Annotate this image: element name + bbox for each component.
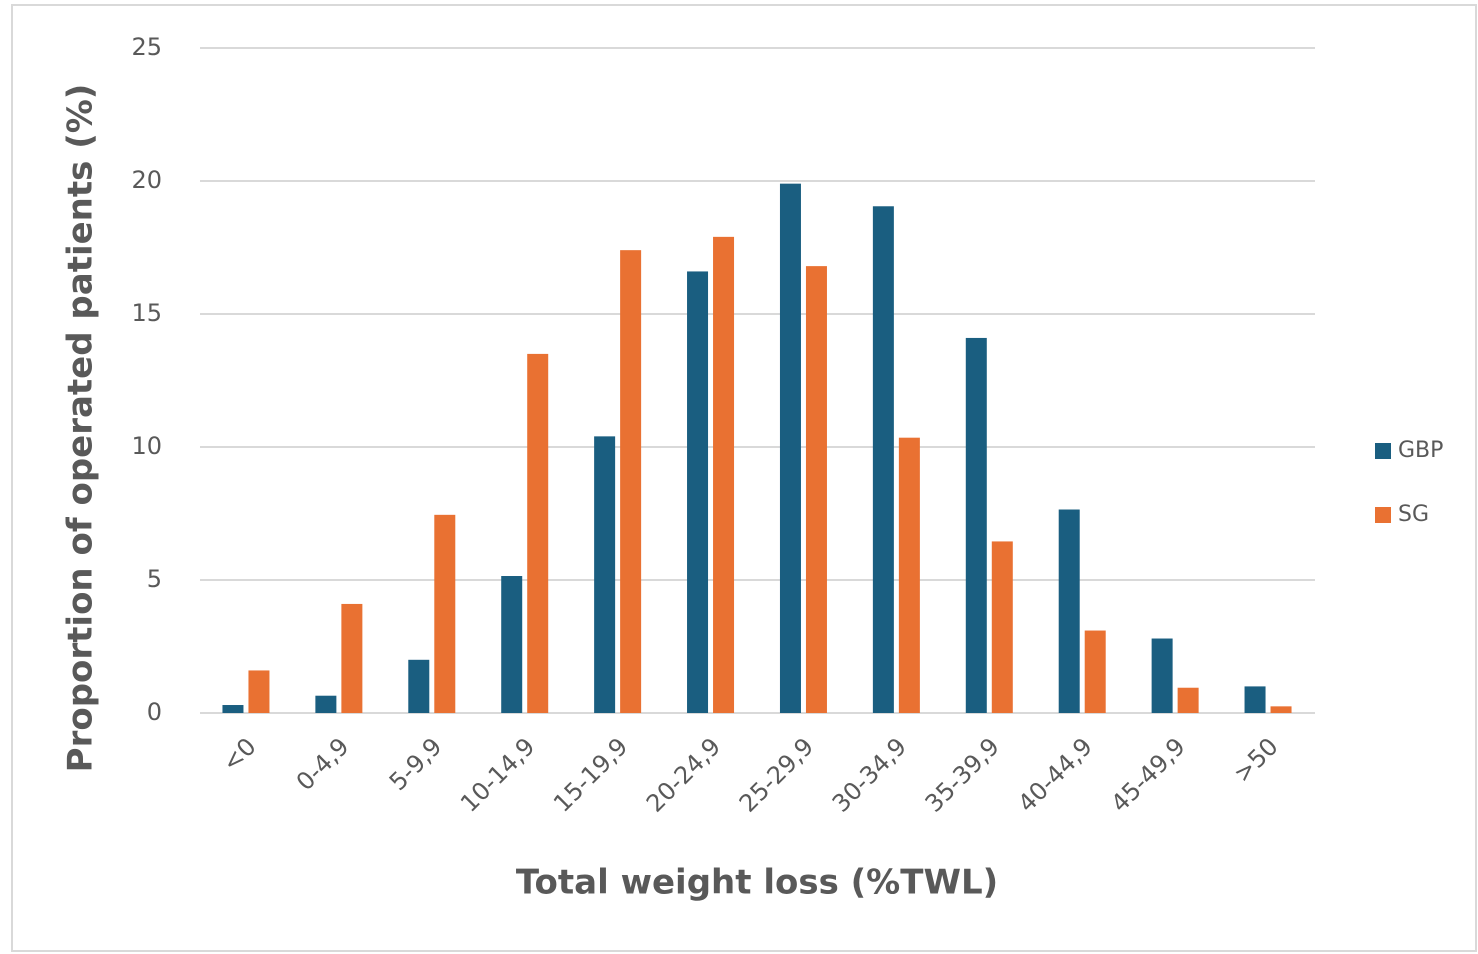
bar <box>779 183 801 713</box>
y-tick-label: 0 <box>147 698 162 726</box>
chart-frame <box>11 4 1477 952</box>
bar <box>1270 706 1292 713</box>
bar <box>248 670 270 713</box>
bar <box>898 437 920 713</box>
legend-label: GBP <box>1398 438 1443 463</box>
bar <box>1058 509 1080 713</box>
y-tick-label: 25 <box>131 33 162 61</box>
bar <box>594 436 616 713</box>
bar <box>1244 686 1266 713</box>
bar <box>687 271 709 713</box>
bar <box>872 206 894 713</box>
y-axis-title: Proportion of operated patients (%) <box>61 84 101 773</box>
bar <box>434 514 456 713</box>
bar <box>501 576 523 713</box>
legend-swatch <box>1375 443 1391 459</box>
bar <box>527 353 549 713</box>
bar <box>408 659 430 713</box>
bar <box>1084 630 1106 713</box>
y-tick-label: 5 <box>147 565 162 593</box>
bar <box>620 250 642 713</box>
legend-label: SG <box>1398 502 1429 527</box>
legend-swatch <box>1375 507 1391 523</box>
bar <box>1177 687 1199 713</box>
bar <box>713 236 735 714</box>
x-axis-title: Total weight loss (%TWL) <box>516 863 998 903</box>
y-tick-label: 10 <box>131 432 162 460</box>
bar <box>222 705 244 713</box>
bar <box>341 603 363 713</box>
bar <box>805 266 827 713</box>
y-tick-label: 20 <box>131 166 162 194</box>
y-tick-label: 15 <box>131 299 162 327</box>
bar <box>315 695 337 713</box>
bar <box>991 541 1013 713</box>
bar <box>965 337 987 713</box>
bar <box>1151 638 1173 713</box>
